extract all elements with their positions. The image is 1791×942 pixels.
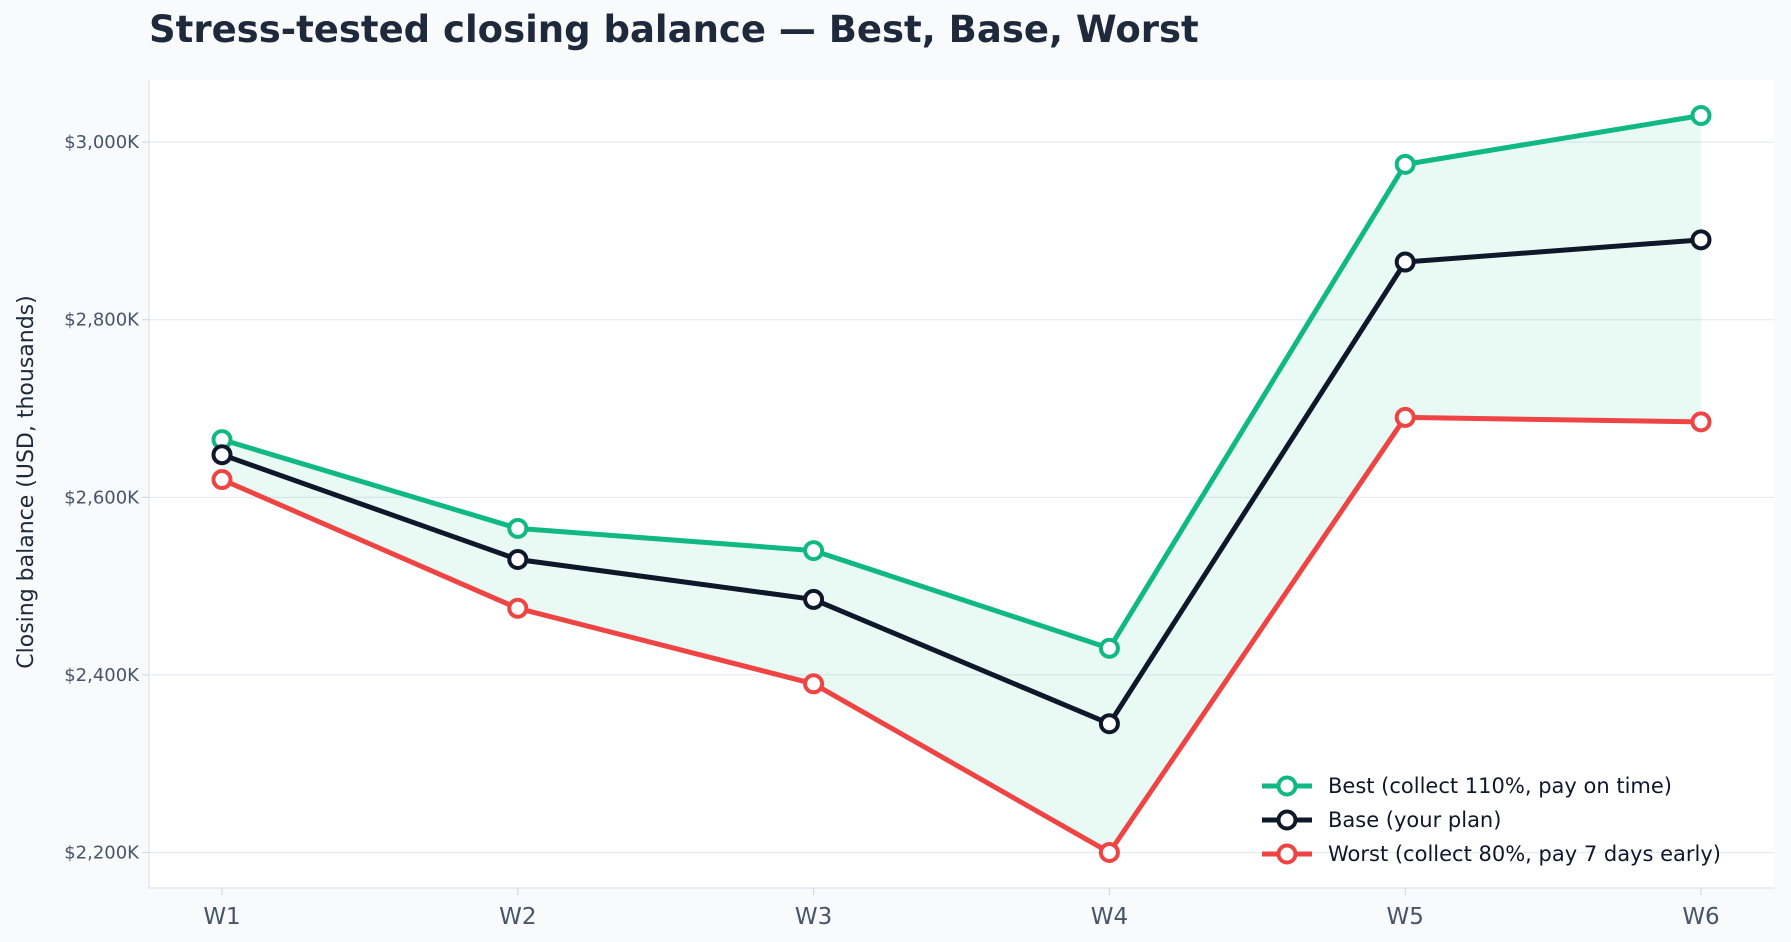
- data-point: [1098, 713, 1120, 735]
- data-point: [803, 540, 825, 562]
- data-point: [1098, 637, 1120, 659]
- series-2: [211, 406, 1712, 863]
- ytick-label: $2,200K: [64, 842, 140, 863]
- ytick-label: $2,600K: [64, 487, 140, 508]
- series-0: [211, 105, 1712, 659]
- data-point: [1394, 251, 1416, 273]
- xtick-label: W5: [1387, 904, 1424, 930]
- data-point: [1690, 105, 1712, 127]
- series-line: [219, 414, 1704, 855]
- data-point: [1098, 841, 1120, 863]
- data-point: [1394, 153, 1416, 175]
- legend-label: Base (your plan): [1328, 808, 1501, 832]
- legend-marker: [1276, 775, 1298, 797]
- legend-label: Best (collect 110%, pay on time): [1328, 774, 1672, 798]
- legend-item: Best (collect 110%, pay on time): [1262, 774, 1672, 798]
- ytick-label: $2,800K: [64, 310, 140, 331]
- data-point: [1394, 406, 1416, 428]
- ytick-label: $3,000K: [64, 132, 140, 153]
- series-layer: [211, 105, 1712, 863]
- legend-marker: [1276, 843, 1298, 865]
- series-line: [219, 113, 1704, 651]
- data-point: [1690, 411, 1712, 433]
- data-point: [803, 673, 825, 695]
- ytick-label: $2,400K: [64, 665, 140, 686]
- legend-item: Worst (collect 80%, pay 7 days early): [1262, 842, 1721, 866]
- x-tick-labels: W1 W2 W3 W4 W5 W6: [203, 888, 1720, 930]
- legend-marker: [1276, 809, 1298, 831]
- chart-title: Stress-tested closing balance — Best, Ba…: [149, 8, 1199, 51]
- data-point: [211, 444, 233, 466]
- data-point: [803, 588, 825, 610]
- legend-label: Worst (collect 80%, pay 7 days early): [1328, 842, 1721, 866]
- xtick-label: W3: [795, 904, 832, 930]
- plot-area: [149, 80, 1774, 888]
- xtick-label: W1: [203, 904, 240, 930]
- xtick-label: W6: [1682, 904, 1719, 930]
- data-point: [507, 597, 529, 619]
- xtick-label: W2: [499, 904, 536, 930]
- data-point: [211, 469, 233, 491]
- data-point: [507, 517, 529, 539]
- scenario-band: [222, 115, 1701, 853]
- legend: Best (collect 110%, pay on time) Base (yo…: [1262, 774, 1721, 866]
- xtick-label: W4: [1091, 904, 1128, 930]
- y-tick-labels: $2,200K $2,400K $2,600K $2,800K $3,000K: [64, 132, 149, 863]
- series-1: [211, 229, 1712, 735]
- legend-item: Base (your plan): [1262, 808, 1501, 832]
- data-point: [507, 548, 529, 570]
- series-line: [219, 237, 1704, 727]
- y-axis-label: Closing balance (USD, thousands): [14, 295, 39, 668]
- data-point: [1690, 229, 1712, 251]
- band-layer: [222, 115, 1701, 853]
